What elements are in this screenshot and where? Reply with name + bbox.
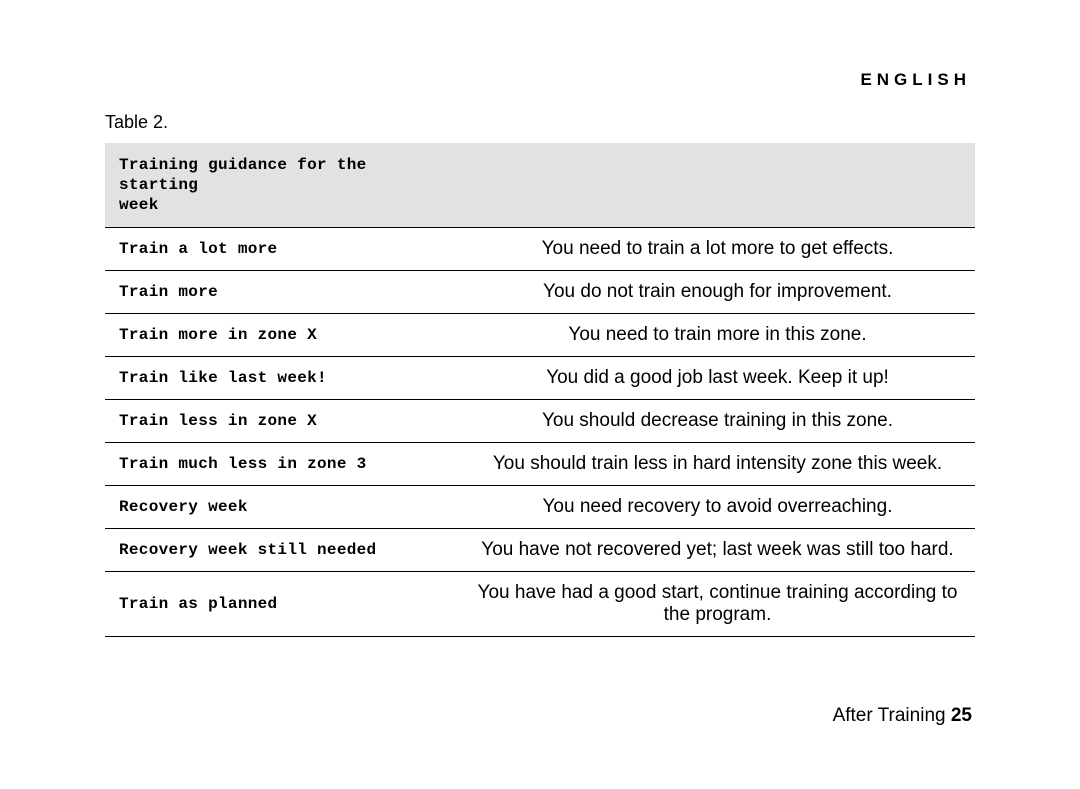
footer-section: After Training [833, 705, 946, 726]
row-label: Recovery week [105, 486, 460, 529]
row-desc: You have not recovered yet; last week wa… [460, 529, 975, 572]
page-footer: After Training 25 [833, 705, 972, 727]
table-row: Train as planned You have had a good sta… [105, 572, 975, 637]
row-desc: You have had a good start, continue trai… [460, 572, 975, 637]
table-row: Train more You do not train enough for i… [105, 271, 975, 314]
row-desc: You do not train enough for improvement. [460, 271, 975, 314]
table-row: Recovery week still needed You have not … [105, 529, 975, 572]
footer-page-number: 25 [951, 705, 972, 726]
table-header-col2 [460, 143, 975, 228]
row-desc: You should decrease training in this zon… [460, 400, 975, 443]
row-label: Train a lot more [105, 228, 460, 271]
table-header-col1: Training guidance for the startingweek [105, 143, 460, 228]
row-label: Recovery week still needed [105, 529, 460, 572]
row-label: Train less in zone X [105, 400, 460, 443]
table-header-row: Training guidance for the startingweek [105, 143, 975, 228]
row-label: Train more [105, 271, 460, 314]
language-label: ENGLISH [105, 70, 975, 90]
row-label: Train as planned [105, 572, 460, 637]
row-label: Train much less in zone 3 [105, 443, 460, 486]
table-row: Train less in zone X You should decrease… [105, 400, 975, 443]
table-row: Train like last week! You did a good job… [105, 357, 975, 400]
table-row: Train a lot more You need to train a lot… [105, 228, 975, 271]
row-desc: You need to train a lot more to get effe… [460, 228, 975, 271]
row-label: Train more in zone X [105, 314, 460, 357]
row-desc: You should train less in hard intensity … [460, 443, 975, 486]
row-desc: You did a good job last week. Keep it up… [460, 357, 975, 400]
table-caption: Table 2. [105, 112, 975, 133]
training-guidance-table: Training guidance for the startingweek T… [105, 143, 975, 637]
row-desc: You need recovery to avoid overreaching. [460, 486, 975, 529]
row-label: Train like last week! [105, 357, 460, 400]
table-row: Train more in zone X You need to train m… [105, 314, 975, 357]
row-desc: You need to train more in this zone. [460, 314, 975, 357]
table-row: Train much less in zone 3 You should tra… [105, 443, 975, 486]
table-row: Recovery week You need recovery to avoid… [105, 486, 975, 529]
document-page: ENGLISH Table 2. Training guidance for t… [105, 70, 975, 637]
header-text: Training guidance for the startingweek [119, 156, 367, 214]
